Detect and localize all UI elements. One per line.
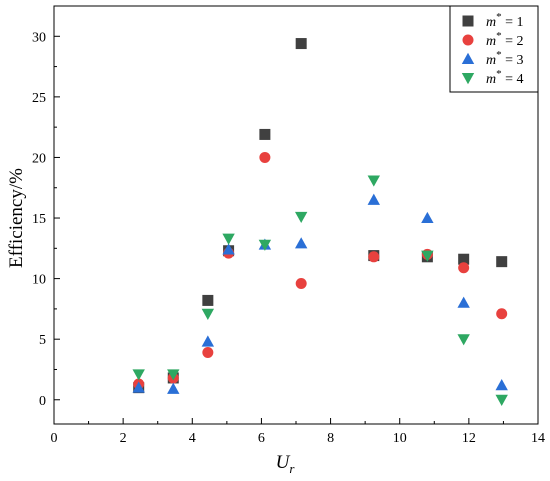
y-tick-label: 20 (32, 151, 46, 166)
x-tick-label: 4 (189, 431, 196, 446)
legend-label-1: m* = 1 (486, 11, 524, 30)
series-3-point (201, 335, 215, 347)
legend-marker-1 (462, 15, 474, 27)
series-2-point (496, 308, 508, 320)
series-2-point (295, 277, 307, 289)
series-4-point (495, 394, 508, 406)
series-3-point (222, 243, 235, 255)
x-tick-label: 8 (327, 431, 334, 446)
legend-marker-2 (462, 34, 474, 46)
series-2-point (202, 347, 214, 359)
series-4-point (457, 334, 470, 346)
y-tick-label: 25 (32, 91, 46, 106)
axis-ticks: 0 2 4 6 8 10 12 14 0 5 10 15 20 25 30 (32, 5, 545, 446)
x-tick-label: 0 (51, 431, 58, 446)
series-3-point (367, 193, 380, 205)
x-tick-label: 12 (462, 431, 476, 446)
series-3-point (495, 379, 508, 391)
data-markers (132, 38, 508, 406)
series-1-point (295, 38, 307, 50)
x-axis-title: Ur (276, 452, 296, 476)
x-axis-title-subscript: r (289, 461, 295, 476)
series-2-point (259, 151, 271, 163)
series-4-point (367, 175, 380, 187)
y-tick-label: 10 (32, 273, 46, 288)
series-3-point (167, 382, 180, 394)
series-4-point (167, 369, 180, 381)
y-tick-label: 30 (32, 30, 46, 45)
series-1-point (202, 294, 214, 306)
series-4-point (132, 369, 145, 381)
series-4-point (258, 239, 272, 251)
series-4-point (201, 308, 215, 320)
x-tick-label: 14 (531, 431, 545, 446)
series-3-point (132, 381, 145, 393)
series-4-point (421, 250, 434, 262)
series-4-point (222, 233, 235, 245)
series-1-point (259, 128, 271, 140)
legend-label-4: m* = 4 (486, 68, 524, 87)
x-tick-label: 10 (393, 431, 407, 446)
legend-marker-4 (461, 73, 475, 85)
legend-marker-3 (461, 52, 475, 64)
series-2-point (368, 251, 380, 263)
series-2-point (458, 262, 470, 274)
y-tick-label: 15 (32, 212, 46, 227)
series-1-point (458, 253, 470, 265)
series-3-point (421, 211, 434, 223)
series-3-point (294, 237, 308, 249)
series-3-point (457, 296, 470, 308)
x-tick-label: 6 (258, 431, 265, 446)
y-tick-label: 5 (39, 333, 46, 348)
legend-label-2: m* = 2 (486, 30, 524, 49)
x-axis-title-main: U (276, 452, 291, 473)
series-1-point (496, 256, 508, 268)
legend-label-3: m* = 3 (486, 49, 524, 68)
x-tick-label: 2 (120, 431, 127, 446)
y-tick-label: 0 (39, 394, 46, 409)
y-axis-title: Efficiency/% (6, 168, 27, 268)
series-4-point (294, 211, 308, 224)
legend: m* = 1m* = 2m* = 3m* = 4 (449, 5, 539, 93)
